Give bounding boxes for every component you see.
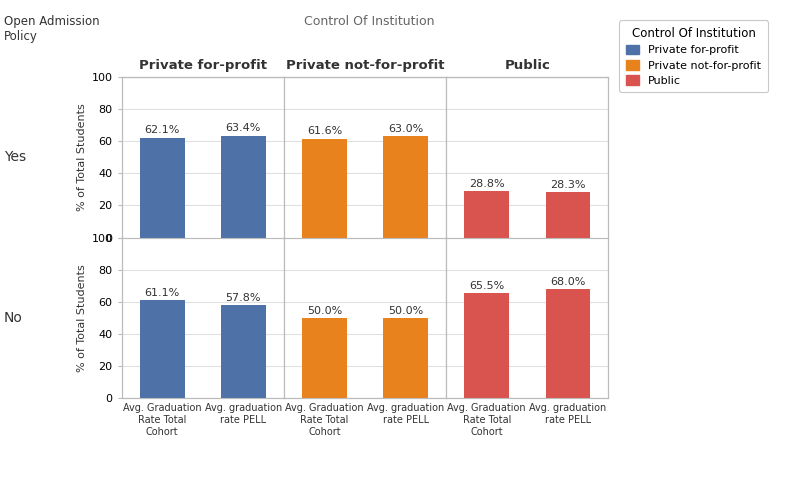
Text: 63.4%: 63.4% (225, 123, 261, 133)
Text: 68.0%: 68.0% (550, 277, 586, 287)
Bar (140, 300, 184, 398)
Bar (221, 305, 265, 398)
Y-axis label: % of Total Students: % of Total Students (78, 103, 87, 211)
Bar (465, 293, 509, 398)
Text: 61.1%: 61.1% (144, 288, 180, 298)
Text: 63.0%: 63.0% (388, 124, 423, 134)
Text: No: No (4, 311, 23, 325)
Text: 57.8%: 57.8% (225, 293, 261, 303)
Bar (383, 136, 428, 238)
Bar (140, 138, 184, 238)
Text: Public: Public (504, 59, 550, 72)
Text: 28.3%: 28.3% (550, 180, 586, 190)
Bar (221, 136, 265, 238)
Text: 28.8%: 28.8% (469, 179, 505, 189)
Legend: Private for-profit, Private not-for-profit, Public: Private for-profit, Private not-for-prof… (619, 20, 768, 93)
Text: Control Of Institution: Control Of Institution (304, 15, 434, 28)
Text: 65.5%: 65.5% (469, 281, 504, 291)
Text: 50.0%: 50.0% (307, 305, 342, 316)
Text: 50.0%: 50.0% (388, 305, 423, 316)
Text: 62.1%: 62.1% (144, 125, 180, 135)
Text: 61.6%: 61.6% (307, 126, 342, 136)
Bar (302, 139, 347, 238)
Text: Private not-for-profit: Private not-for-profit (286, 59, 444, 72)
Text: Yes: Yes (4, 150, 26, 164)
Text: Private for-profit: Private for-profit (139, 59, 267, 72)
Text: Open Admission
Policy: Open Admission Policy (4, 15, 100, 43)
Y-axis label: % of Total Students: % of Total Students (78, 264, 87, 372)
Bar (546, 192, 590, 238)
Bar (302, 318, 347, 398)
Bar (383, 318, 428, 398)
Bar (465, 191, 509, 238)
Bar (546, 289, 590, 398)
